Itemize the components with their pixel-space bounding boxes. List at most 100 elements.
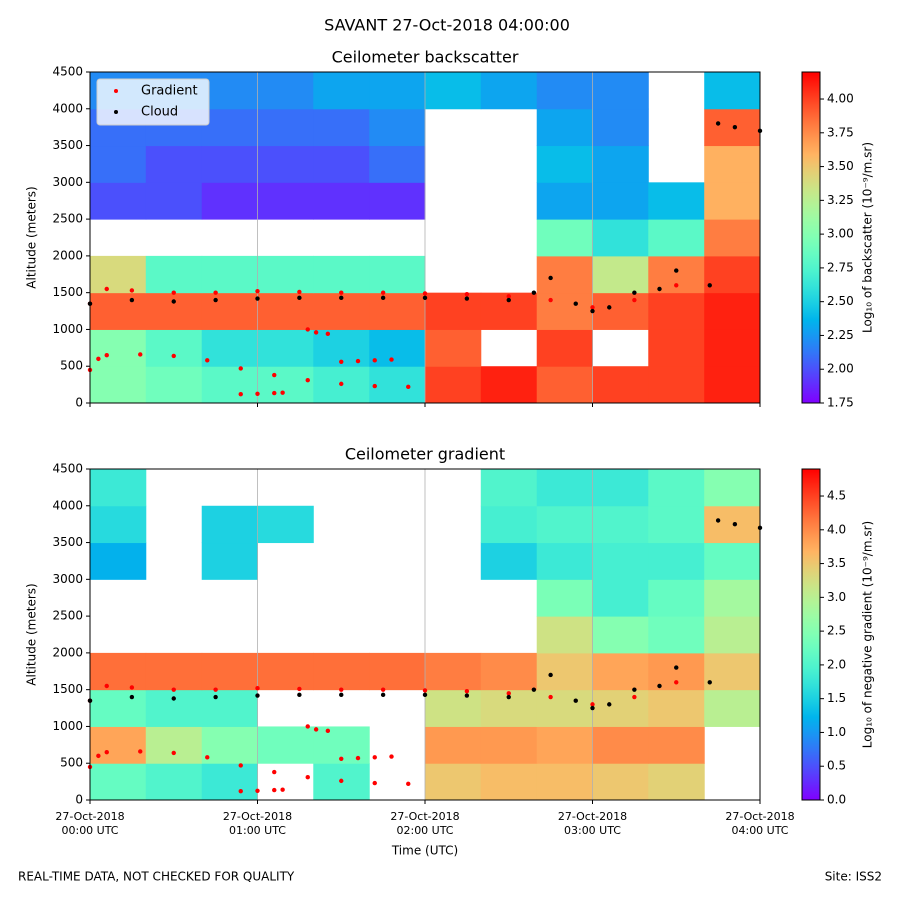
heatmap-cell	[369, 72, 426, 110]
scatter-point	[339, 778, 344, 784]
heatmap-cell	[480, 652, 538, 691]
heatmap-cell	[592, 579, 649, 617]
heatmap-cell	[592, 145, 649, 183]
heatmap-cell	[704, 108, 761, 147]
heatmap-cell	[369, 108, 426, 147]
scatter-point	[548, 694, 553, 700]
heatmap-cell	[536, 366, 593, 404]
colorbar-tick-label: 4.0	[827, 522, 846, 536]
y-tick-label: 500	[60, 359, 83, 373]
plot-frame	[89, 71, 761, 404]
heatmap-cell	[90, 652, 147, 691]
y-tick-label: 4000	[52, 101, 83, 115]
scatter-point	[272, 390, 277, 396]
y-tick-label: 0	[75, 793, 83, 807]
heatmap-cell	[648, 505, 705, 544]
heatmap-cell	[648, 292, 705, 330]
scatter-point	[171, 750, 176, 756]
scatter-point	[506, 691, 511, 696]
heatmap-cell	[90, 329, 147, 367]
scatter-point	[674, 680, 679, 685]
scatter-point	[305, 774, 310, 780]
heatmap-cell	[313, 182, 370, 220]
colorbar-tick-label: 3.0	[827, 590, 846, 604]
heatmap-cell	[425, 763, 482, 801]
heatmap-cell	[648, 469, 705, 507]
heatmap-cell	[90, 255, 147, 294]
scatter-point	[715, 121, 721, 126]
scatter-point	[255, 391, 260, 397]
heatmap-cell	[648, 542, 705, 580]
heatmap-cell	[201, 329, 258, 367]
scatter-point	[104, 352, 109, 358]
heatmap-cell	[425, 366, 482, 404]
scatter-point	[325, 331, 331, 337]
heatmap-cell	[201, 652, 258, 691]
heatmap-cell	[480, 72, 538, 110]
scatter-point	[129, 288, 135, 293]
colorbar-tick-label: 2.5	[827, 624, 846, 638]
heatmap-cell	[425, 726, 482, 764]
scatter-point	[255, 693, 260, 698]
colorbar-tick-label: 4.5	[827, 489, 846, 503]
heatmap-cell	[480, 542, 538, 580]
heatmap-cell	[592, 689, 649, 727]
y-tick-label: 1500	[52, 285, 83, 299]
heatmap-cell	[369, 292, 426, 330]
heatmap-cell	[145, 763, 203, 801]
scatter-point	[372, 780, 377, 786]
scatter-point	[305, 724, 310, 729]
colorbar-tick-label: 3.75	[827, 125, 854, 139]
colorbar-tick-label: 1.75	[827, 396, 854, 410]
heatmap-cell	[592, 366, 649, 404]
scatter-point	[238, 366, 243, 371]
heatmap-cell	[257, 366, 314, 404]
colorbar-label: Log₁₀ of backscatter (10⁻⁹/m.sr)	[861, 142, 875, 333]
heatmap-cell	[257, 292, 314, 330]
scatter-point	[380, 692, 386, 698]
y-tick-label: 4500	[52, 462, 83, 476]
scatter-point	[171, 353, 176, 359]
scatter-point	[389, 357, 394, 362]
colorbar-tick-label: 3.5	[827, 556, 846, 570]
heatmap-cell	[704, 689, 761, 727]
colorbar-tick-label: 2.00	[827, 362, 854, 376]
x-tick-label: 27-Oct-2018 01:00 UTC	[223, 810, 292, 837]
heatmap-cell	[536, 329, 593, 367]
heatmap-cell	[536, 579, 593, 617]
scatter-point	[129, 685, 135, 690]
heatmap-cell	[536, 255, 593, 294]
panel-title: Ceilometer backscatter	[332, 48, 519, 67]
scatter-point	[171, 687, 176, 692]
heatmap-cell	[704, 145, 761, 183]
scatter-point	[104, 286, 109, 292]
scatter-point	[590, 308, 595, 314]
scatter-point	[406, 781, 411, 787]
scatter-point	[422, 688, 428, 693]
x-axis-label: Time (UTC)	[391, 844, 458, 858]
heatmap-cell	[704, 182, 761, 220]
y-tick-label: 2500	[52, 212, 83, 226]
colorbar-tick-label: 0.5	[827, 759, 846, 773]
scatter-point	[305, 327, 310, 332]
heatmap-cell	[536, 505, 593, 544]
heatmap-cell	[201, 72, 258, 110]
scatter-point	[422, 692, 428, 698]
scatter-point	[297, 692, 302, 698]
scatter-point	[339, 381, 344, 387]
heatmap-cell	[592, 182, 649, 220]
heatmap-cell	[704, 292, 761, 330]
scatter-point	[272, 769, 277, 775]
scatter-point	[280, 787, 285, 792]
heatmap-cell	[592, 763, 649, 801]
heatmap-cell	[425, 292, 482, 330]
heatmap-cell	[648, 616, 705, 654]
scatter-point	[506, 294, 511, 299]
scatter-point	[372, 755, 377, 760]
heatmap-cell	[592, 255, 649, 294]
scatter-point	[339, 290, 344, 295]
scatter-point	[674, 268, 679, 273]
y-tick-label: 4500	[52, 65, 83, 79]
heatmap-cell	[90, 145, 147, 183]
scatter-point	[548, 275, 553, 281]
